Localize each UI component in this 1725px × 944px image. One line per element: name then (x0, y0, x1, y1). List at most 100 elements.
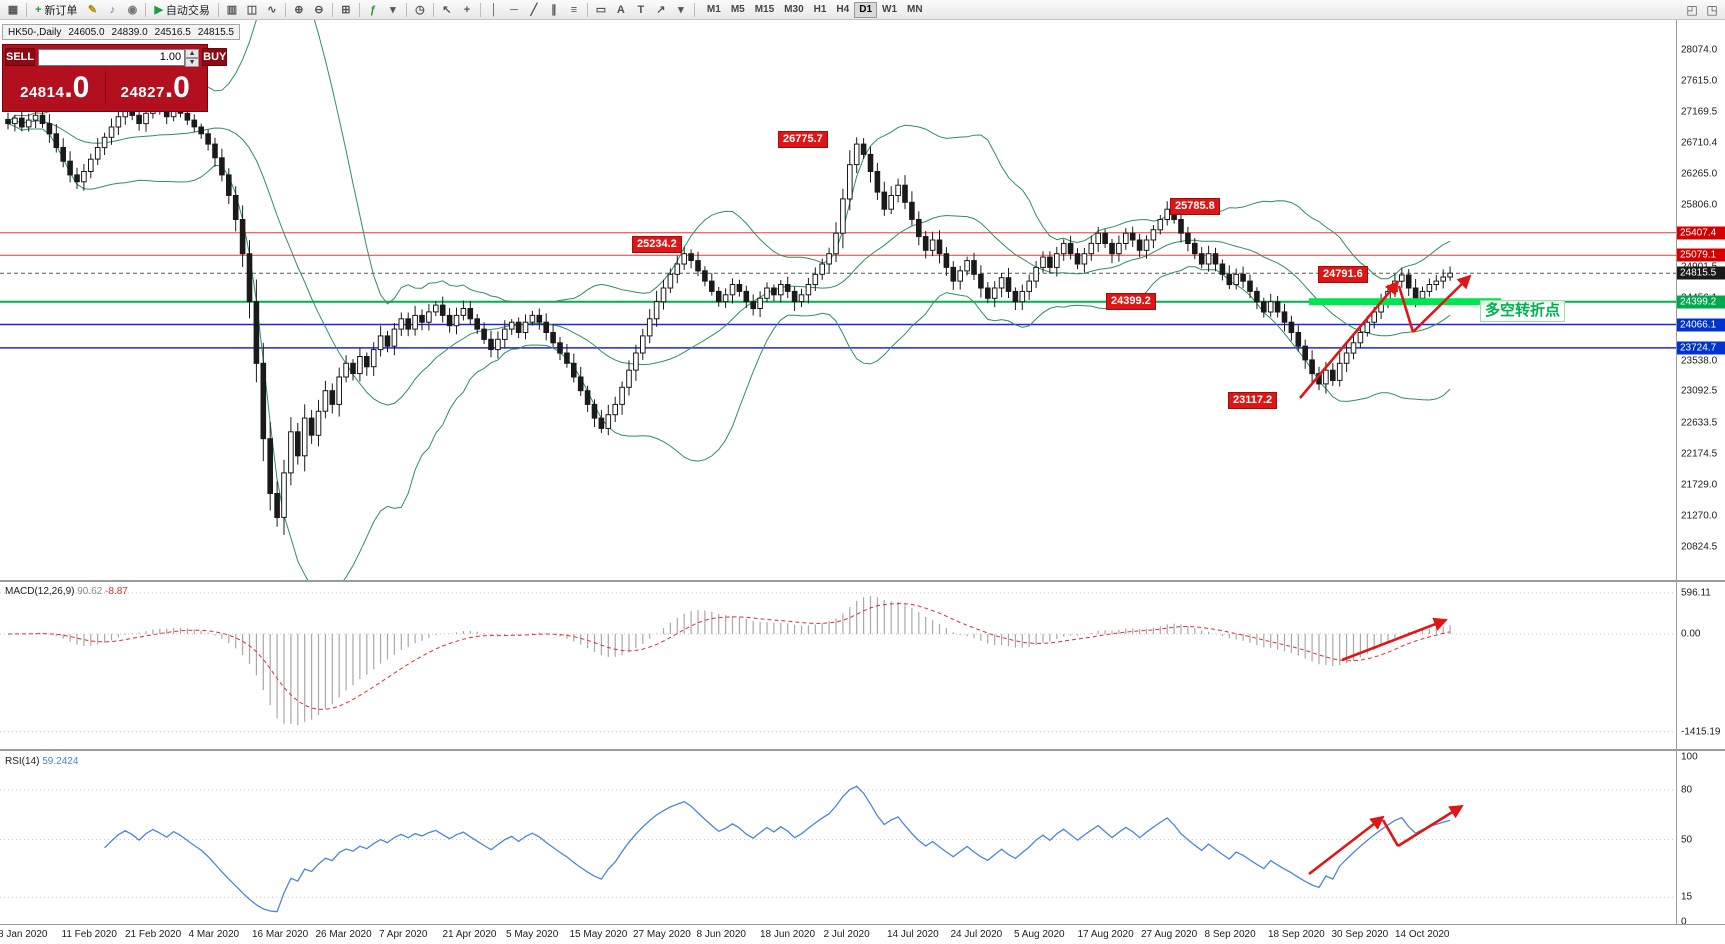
date-axis-tick: 27 Aug 2020 (1141, 929, 1198, 940)
market-watch-icon: ◉ (127, 4, 138, 16)
rsi-axis-tick: 100 (1681, 751, 1698, 763)
zoom-in-icon[interactable]: ⊕ (289, 1, 309, 18)
price-flag-annotation: 24399.2 (1106, 293, 1156, 310)
crosshair-icon: + (463, 3, 471, 16)
rsi-panel-separator[interactable] (0, 749, 1725, 751)
toolbar: ▦ + 新订单 ✎ ♪ ◉ ▶ 自动交易 ▥ ◫ ∿ ⊕ ⊖ ⊞ ƒ ▾ ◷ ↖ + │ ─ ╱ ∥ ≡ ▭ A T ↗ ▾ M1 M5 M… (0, 0, 1725, 20)
arrows-dropdown[interactable]: ▾ (671, 1, 691, 18)
date-axis-tick: 4 Mar 2020 (188, 929, 240, 940)
crosshair-icon[interactable]: + (457, 1, 477, 18)
fibonacci-icon[interactable]: ≡ (564, 1, 584, 18)
sell-button[interactable]: SELL (5, 48, 36, 66)
toolbar-separator (586, 2, 588, 17)
date-axis-tick: 11 Feb 2020 (61, 929, 117, 940)
price-axis-separator[interactable] (1676, 20, 1677, 924)
autotrading-button[interactable]: ▶ 自动交易 (149, 1, 214, 18)
horizontal-line-icon[interactable]: ─ (504, 1, 524, 18)
date-axis-tick: 8 Jan 2020 (0, 929, 48, 940)
cursor-icon[interactable]: ↖ (437, 1, 457, 18)
docking-icon[interactable]: ◳ (1706, 2, 1718, 17)
rsi-axis-tick: 0 (1681, 916, 1687, 928)
toolbar-right: ◰ ◳ (1682, 1, 1722, 18)
buy-price-fraction: .0 (164, 71, 190, 104)
price-axis-tick: 27169.5 (1681, 106, 1718, 118)
line-chart-icon[interactable]: ∿ (262, 1, 282, 18)
indicators-icon[interactable]: ƒ (363, 1, 383, 18)
alerts-icon: ♪ (109, 3, 116, 16)
buy-price[interactable]: 24827.0 (106, 72, 206, 104)
price-axis-tick: 23092.5 (1681, 385, 1718, 397)
text-label-icon[interactable]: T (631, 1, 651, 18)
periods-icon[interactable]: ◷ (410, 1, 430, 18)
volume-spinner: ▲ ▼ (185, 48, 200, 67)
zoom-out-icon[interactable]: ⊖ (309, 1, 329, 18)
date-axis-tick: 14 Oct 2020 (1395, 929, 1450, 940)
date-axis-tick: 21 Feb 2020 (125, 929, 182, 940)
date-axis-tick: 7 Apr 2020 (379, 929, 428, 940)
timeframe-m1[interactable]: M1 (706, 4, 721, 15)
toolbar-separator (358, 2, 360, 17)
timeframe-m5[interactable]: M5 (730, 4, 745, 15)
timeframe-h1[interactable]: H1 (813, 4, 827, 15)
volume-increase-button[interactable]: ▲ (185, 48, 200, 58)
date-axis-tick: 8 Sep 2020 (1204, 929, 1256, 940)
price-tag: 25407.4 (1677, 226, 1725, 240)
channel-icon[interactable]: ∥ (544, 1, 564, 18)
arrows-tool-icon[interactable]: ↗ (651, 1, 671, 18)
trendline-icon[interactable]: ╱ (524, 1, 544, 18)
one-click-trading-panel: SELL ▲ ▼ BUY 24814.0 24827.0 (2, 44, 228, 112)
macd-panel-separator[interactable] (0, 580, 1725, 582)
sell-price-main: 24814 (20, 84, 65, 101)
candlestick-chart-icon[interactable]: ◫ (242, 1, 262, 18)
timeframe-m30[interactable]: M30 (784, 4, 804, 15)
chart-title-tab: HK50-,Daily 24605.0 24839.0 24516.5 2481… (2, 24, 240, 40)
macd-layer (0, 592, 1676, 733)
price-axis-tick: 21729.0 (1681, 479, 1718, 491)
price-tag: 23724.7 (1677, 341, 1725, 355)
plus-icon: + (35, 3, 42, 16)
date-axis-tick: 24 Jul 2020 (950, 929, 1003, 940)
metaeditor-icon[interactable]: ✎ (82, 1, 102, 18)
alerts-icon[interactable]: ♪ (102, 1, 122, 18)
date-axis-tick: 27 May 2020 (633, 929, 691, 940)
text-icon[interactable]: A (611, 1, 631, 18)
sell-price[interactable]: 24814.0 (5, 72, 105, 104)
vertical-line-icon[interactable]: │ (484, 1, 504, 18)
price-axis-tick: 22633.5 (1681, 417, 1718, 429)
fullscreen-icon[interactable]: ◰ (1686, 2, 1698, 17)
bar-chart-icon[interactable]: ▥ (222, 1, 242, 18)
timeframe-mn[interactable]: MN (907, 4, 923, 15)
timeframe-toolbar: M1 M5 M15 M30 H1 H4 D1 W1 MN (702, 1, 928, 18)
volume-group: ▲ ▼ (38, 48, 200, 67)
toolbar-separator (217, 2, 219, 17)
price-axis-tick: 27615.0 (1681, 75, 1718, 87)
text-label-icon: T (637, 3, 645, 16)
date-axis-tick: 17 Aug 2020 (1077, 929, 1134, 940)
timeframe-h4[interactable]: H4 (836, 4, 850, 15)
volume-input[interactable] (38, 48, 186, 66)
buy-button[interactable]: BUY (202, 48, 228, 66)
timeframe-m15[interactable]: M15 (754, 4, 775, 15)
fibonacci-icon: ≡ (570, 3, 578, 16)
channel-icon: ∥ (551, 4, 557, 16)
timeframe-d1[interactable]: D1 (854, 1, 878, 18)
rsi-name: RSI(14) (5, 756, 40, 767)
price-tag: 24066.1 (1677, 318, 1725, 331)
macd-name: MACD(12,26,9) (5, 586, 75, 597)
toolbar-separator (693, 2, 695, 17)
market-watch-icon[interactable]: ◉ (122, 1, 142, 18)
charts-icon[interactable]: ▦ (3, 1, 23, 18)
indicators-dropdown[interactable]: ▾ (383, 1, 403, 18)
price-flag-annotation: 24791.6 (1318, 266, 1368, 283)
tile-windows-icon[interactable]: ⊞ (336, 1, 356, 18)
new-order-button-label: 新订单 (44, 4, 78, 17)
date-axis-tick: 5 Aug 2020 (1014, 929, 1065, 940)
price-tag: 24815.5 (1677, 266, 1725, 280)
toolbar-separator (26, 2, 27, 17)
timeframe-w1[interactable]: W1 (882, 4, 898, 15)
new-order-button[interactable]: + 新订单 (30, 1, 82, 18)
volume-decrease-button[interactable]: ▼ (185, 57, 200, 67)
price-axis-tick: 26265.0 (1681, 168, 1718, 180)
shapes-icon[interactable]: ▭ (591, 1, 611, 18)
